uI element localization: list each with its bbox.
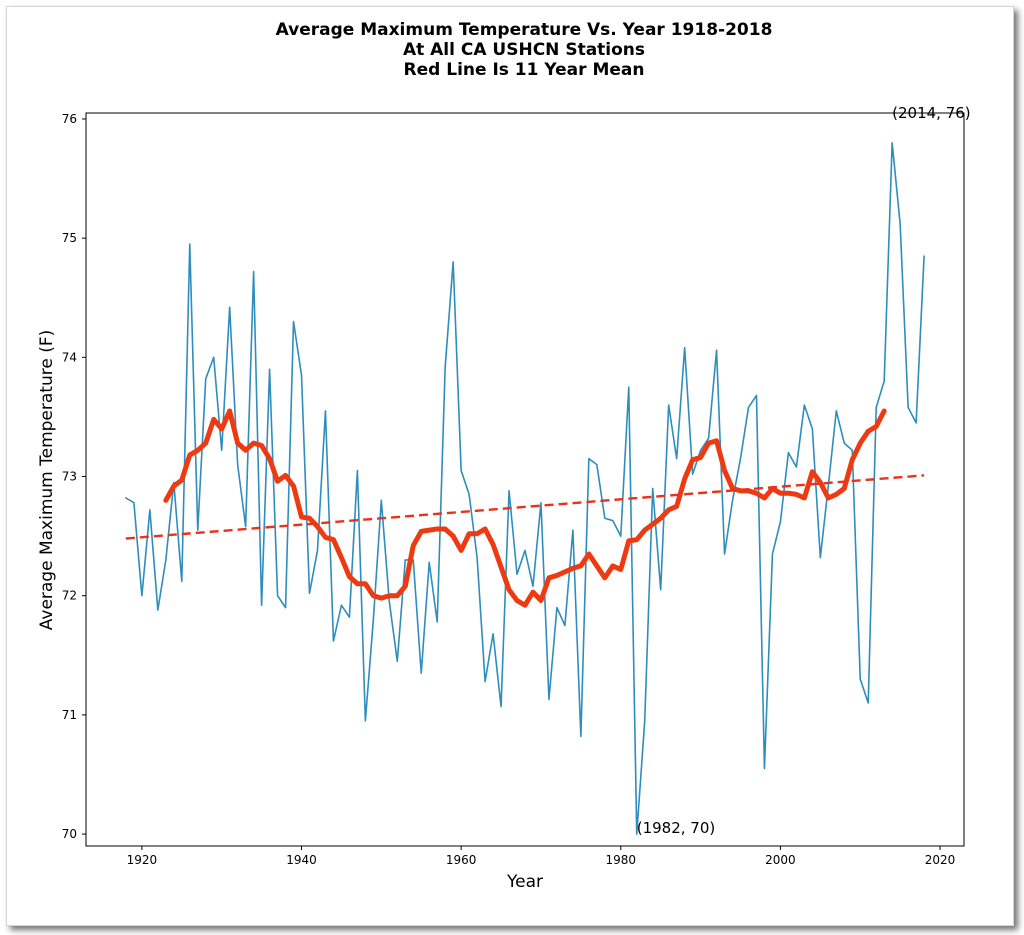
x-tick-label: 2020 <box>925 853 956 867</box>
chart-title-line-1: Average Maximum Temperature Vs. Year 191… <box>275 20 773 40</box>
plot-area <box>85 112 965 847</box>
y-tick-label: 76 <box>62 112 77 126</box>
trend-line <box>125 474 925 540</box>
x-tick-label: 1940 <box>286 853 317 867</box>
y-tick-label: 74 <box>62 350 77 364</box>
y-tick-label: 70 <box>62 827 77 841</box>
x-tick-label: 1960 <box>446 853 477 867</box>
series-layer <box>125 142 925 835</box>
chart-title-line-3: Red Line Is 11 Year Mean <box>403 60 645 80</box>
x-tick-label: 1980 <box>606 853 637 867</box>
chart-title: Average Maximum Temperature Vs. Year 191… <box>0 20 1024 80</box>
y-axis: 70 71 72 73 74 75 76 <box>62 112 86 841</box>
chart-title-line-2: At All CA USHCN Stations <box>402 40 646 60</box>
annotation-layer: (2014, 76) (1982, 70) <box>637 104 971 837</box>
annual-temperature-line <box>125 142 925 835</box>
point-annotation: (1982, 70) <box>637 819 716 837</box>
y-tick-label: 71 <box>62 708 77 722</box>
y-tick-label: 72 <box>62 589 77 603</box>
x-tick-label: 2000 <box>765 853 796 867</box>
eleven-year-mean-line <box>163 408 887 608</box>
y-tick-label: 75 <box>62 231 77 245</box>
x-axis: 1920 1940 1960 1980 2000 2020 <box>127 846 956 867</box>
x-tick-label: 1920 <box>127 853 158 867</box>
y-axis-label: Average Maximum Temperature (F) <box>37 330 57 631</box>
x-axis-label: Year <box>506 872 543 892</box>
y-tick-label: 73 <box>62 470 77 484</box>
point-annotation: (2014, 76) <box>892 104 971 122</box>
